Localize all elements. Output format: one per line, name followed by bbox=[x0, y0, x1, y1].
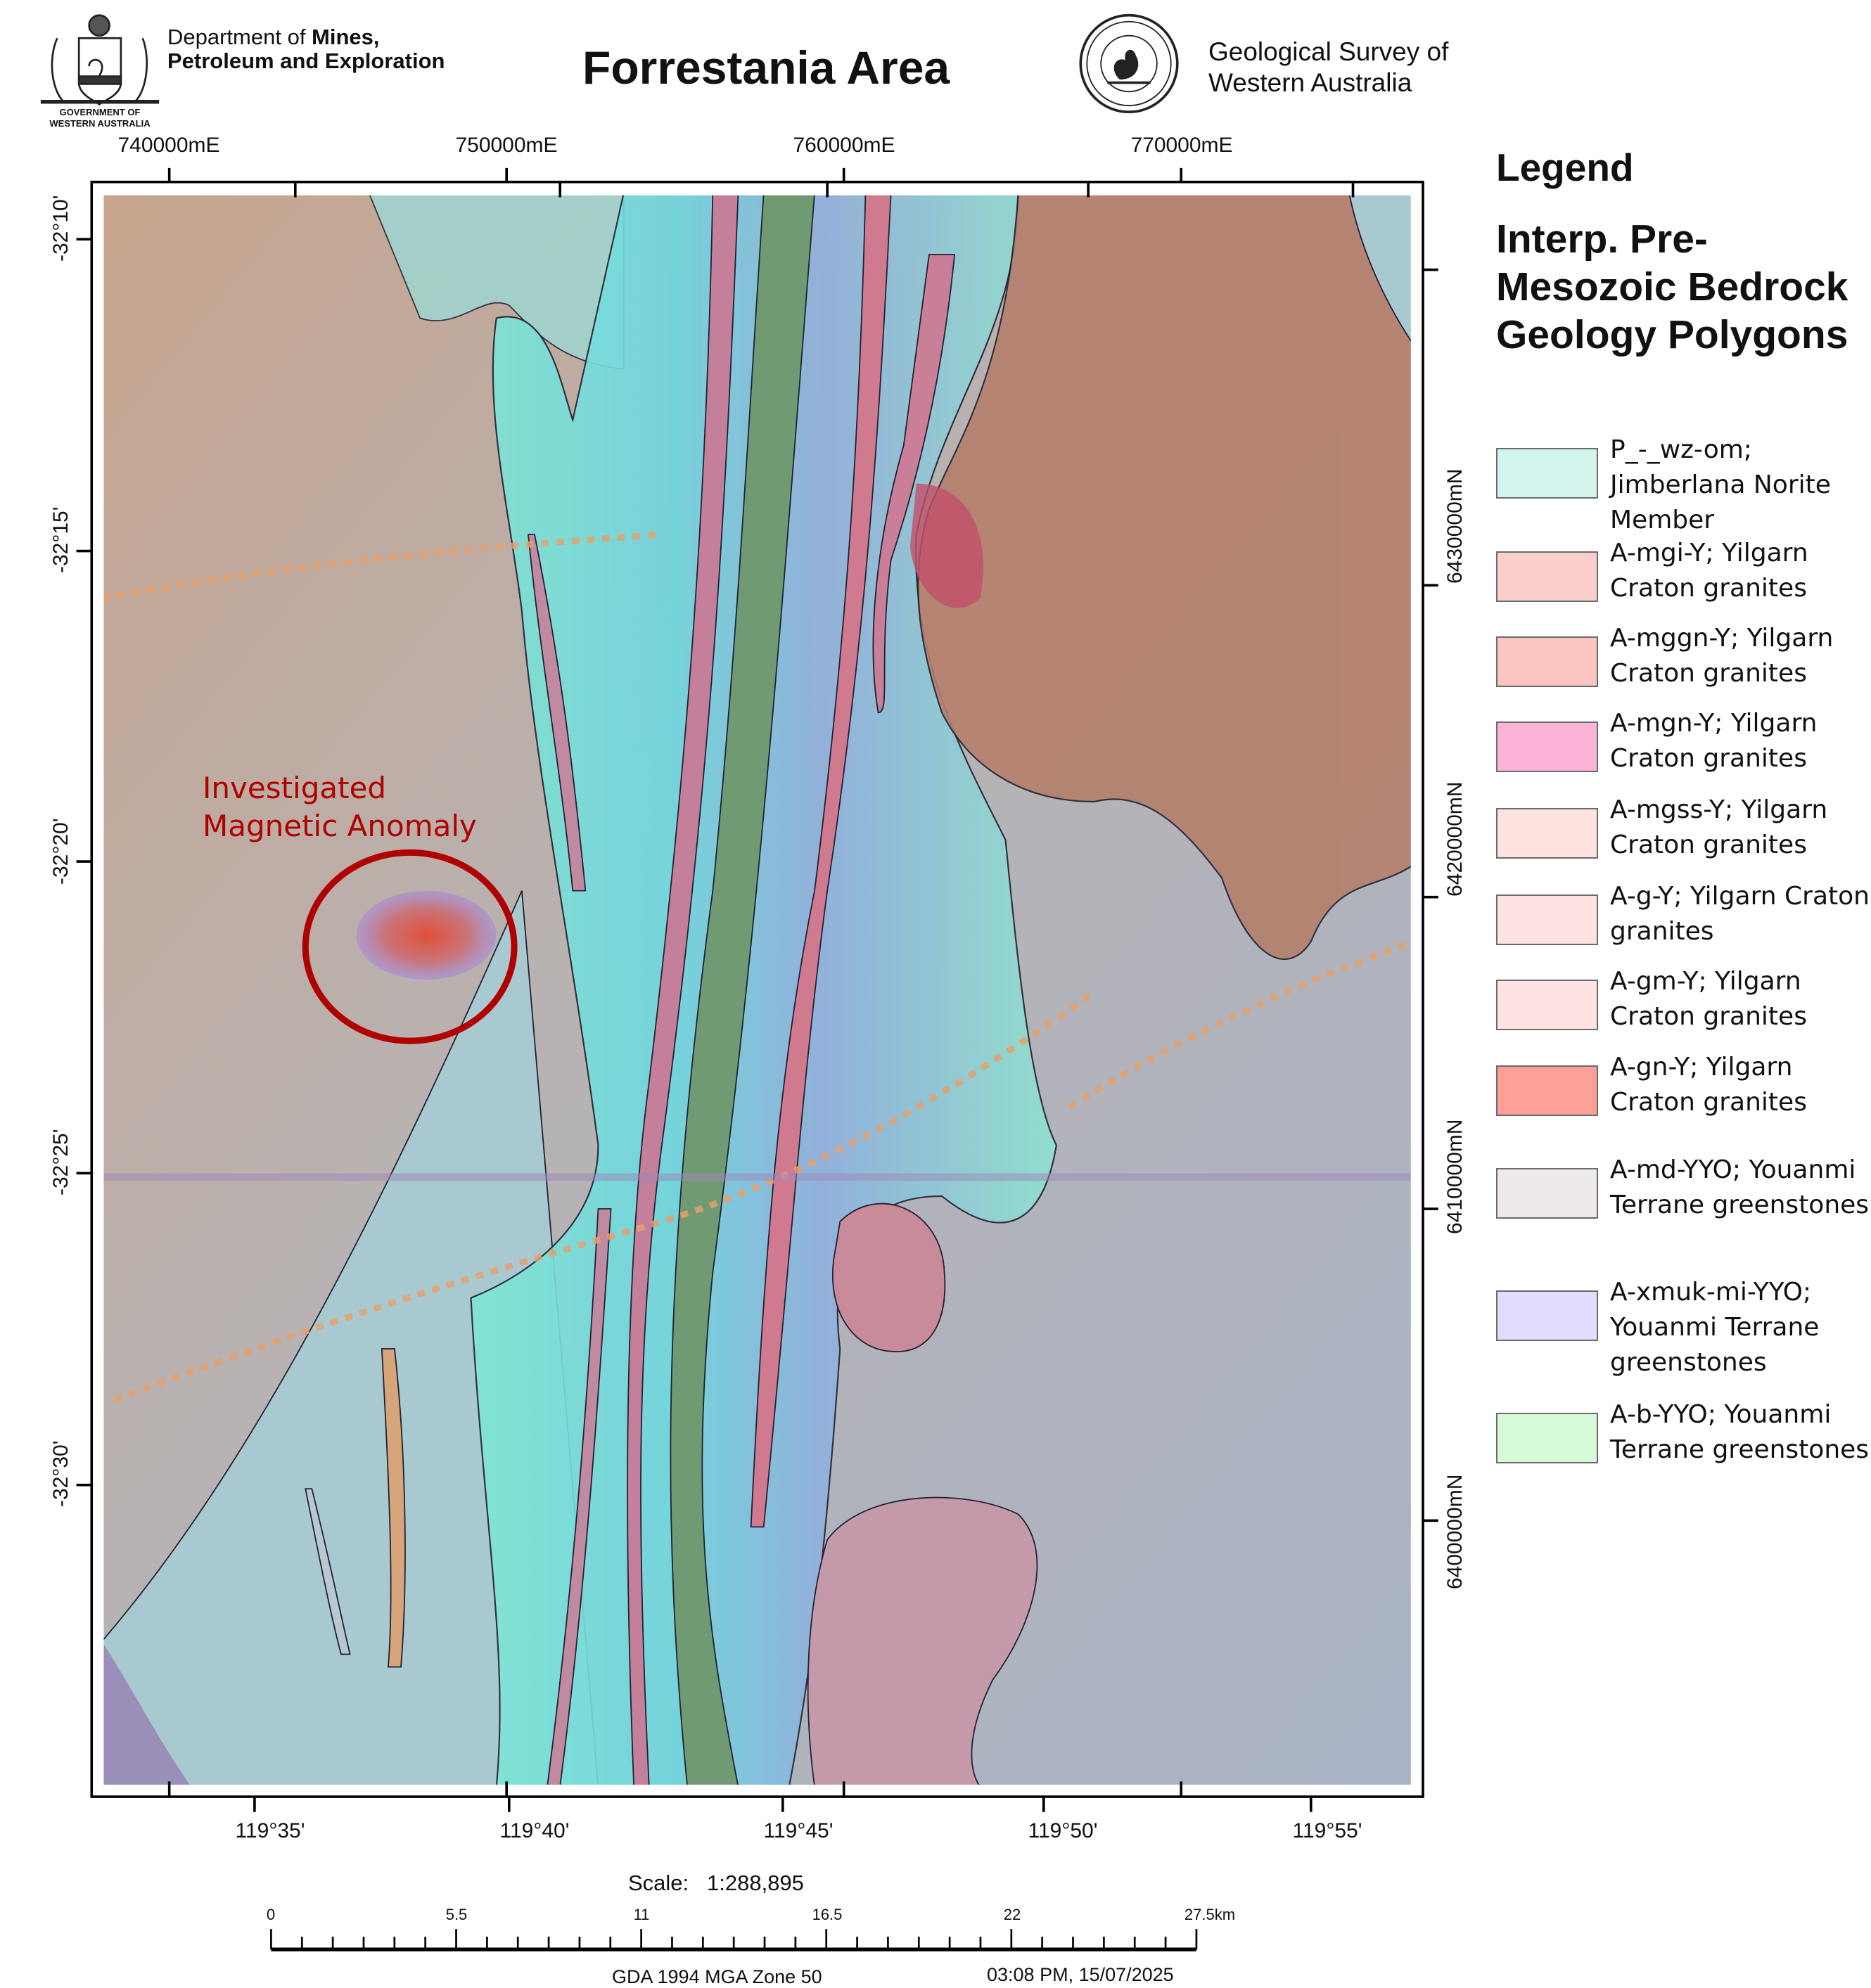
scalebar-label: 27.5km bbox=[1184, 1906, 1236, 1923]
legend-label: A-mggn-Y; Yilgarn Craton granites bbox=[1610, 623, 1834, 688]
legend-label: A-mgi-Y; Yilgarn Craton granites bbox=[1610, 538, 1808, 603]
survey-name: Geological Survey of Western Australia bbox=[1208, 37, 1449, 97]
latitude-label: -32°20' bbox=[49, 818, 72, 885]
longitude-label: 119°55' bbox=[1292, 1819, 1362, 1842]
gswa-seal-logo bbox=[1079, 13, 1179, 114]
legend-label: A-xmuk-mi-YYO; Youanmi Terrane greenston… bbox=[1610, 1277, 1820, 1377]
legend-swatch bbox=[1496, 808, 1598, 859]
anomaly-annotation: Investigated Magnetic Anomaly bbox=[203, 771, 477, 843]
legend-subtitle: Interp. Pre-Mesozoic Bedrock Geology Pol… bbox=[1496, 217, 1848, 357]
scalebar-label: 0 bbox=[266, 1906, 276, 1923]
latitude-label: -32°30' bbox=[49, 1440, 72, 1507]
scale-bar bbox=[270, 1929, 1198, 1951]
legend-swatch bbox=[1496, 636, 1598, 687]
longitude-label: 119°50' bbox=[1028, 1819, 1098, 1842]
legend-label: A-gm-Y; Yilgarn Craton granites bbox=[1610, 967, 1807, 1032]
legend-title: Legend bbox=[1496, 146, 1634, 189]
legend-label: A-gn-Y; Yilgarn Craton granites bbox=[1610, 1052, 1807, 1117]
legend-label: A-b-YYO; Youanmi Terrane greenstones bbox=[1610, 1399, 1870, 1464]
latitude-label: -32°10' bbox=[49, 195, 72, 262]
geology-map-image bbox=[101, 193, 1413, 1787]
longitude-label: 119°45' bbox=[763, 1819, 834, 1842]
legend-label: A-md-YYO; Youanmi Terrane greenstones bbox=[1610, 1155, 1870, 1220]
latitude-label: -32°25' bbox=[49, 1129, 72, 1195]
legend-label: A-mgn-Y; Yilgarn Craton granites bbox=[1610, 708, 1818, 773]
legend-label: A-g-Y; Yilgarn Craton granites bbox=[1610, 882, 1870, 947]
northing-label: 6400000mN bbox=[1443, 1474, 1467, 1589]
latitude-label: -32°15' bbox=[49, 506, 72, 573]
longitude-label: 119°40' bbox=[499, 1819, 570, 1842]
legend-swatch bbox=[1496, 980, 1598, 1031]
easting-label: 760000mE bbox=[793, 134, 895, 157]
legend-swatch bbox=[1496, 894, 1598, 946]
easting-label: 750000mE bbox=[455, 134, 558, 157]
legend-swatch bbox=[1496, 1290, 1598, 1341]
wa-government-crest-logo bbox=[40, 14, 160, 106]
department-name: Department of Mines, Petroleum and Explor… bbox=[167, 25, 445, 73]
map-frame bbox=[90, 180, 1424, 1798]
legend-swatch bbox=[1496, 1168, 1598, 1219]
northing-label: 6430000mN bbox=[1443, 468, 1467, 584]
scalebar-label: 11 bbox=[633, 1906, 650, 1923]
scale-text: Scale: 1:288,895 bbox=[628, 1871, 804, 1895]
legend-swatch bbox=[1496, 447, 1598, 499]
legend-label: A-mgss-Y; Yilgarn Craton granites bbox=[1610, 795, 1828, 860]
projection-text: GDA 1994 MGA Zone 50 bbox=[612, 1966, 822, 1987]
government-label: GOVERNMENT OF WESTERN AUSTRALIA bbox=[49, 107, 151, 129]
northing-label: 6420000mN bbox=[1443, 781, 1467, 897]
scalebar-label: 22 bbox=[1003, 1906, 1021, 1923]
legend-swatch bbox=[1496, 1412, 1598, 1463]
map-title: Forrestania Area bbox=[582, 41, 950, 94]
graticule-ticks bbox=[76, 167, 1438, 1812]
easting-label: 770000mE bbox=[1130, 134, 1233, 157]
timestamp-text: 03:08 PM, 15/07/2025 bbox=[987, 1964, 1174, 1985]
legend-swatch bbox=[1496, 1065, 1598, 1116]
northing-label: 6410000mN bbox=[1443, 1119, 1467, 1234]
legend-swatch bbox=[1496, 721, 1598, 772]
scalebar-label: 5.5 bbox=[445, 1906, 468, 1923]
scalebar-label: 16.5 bbox=[812, 1906, 843, 1923]
legend-swatch bbox=[1496, 551, 1598, 602]
anomaly-circle bbox=[302, 849, 518, 1044]
longitude-label: 119°35' bbox=[235, 1819, 305, 1842]
legend-label: P_-_wz-om; Jimberlana Norite Member bbox=[1610, 435, 1831, 534]
easting-label: 740000mE bbox=[117, 134, 220, 157]
